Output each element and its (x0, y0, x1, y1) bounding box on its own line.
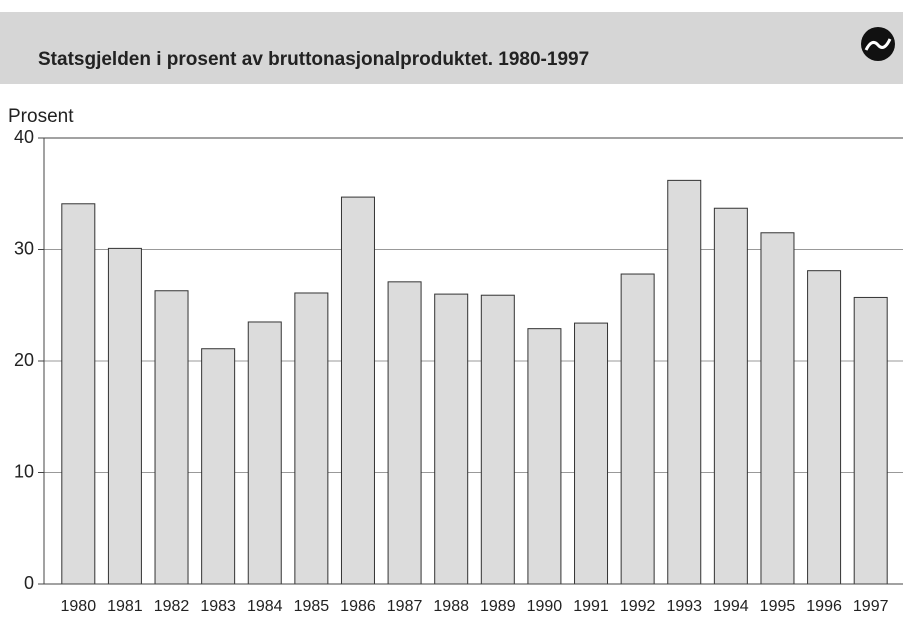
x-tick-label: 1990 (527, 598, 563, 615)
x-tick-label: 1994 (713, 598, 749, 615)
y-axis-label: Prosent (8, 106, 74, 127)
bar (527, 328, 562, 585)
x-tick-label: 1987 (387, 598, 423, 615)
bar (620, 273, 655, 585)
y-tick-label: 10 (14, 461, 34, 481)
bar (480, 294, 515, 585)
bar (574, 322, 609, 585)
logo (861, 27, 895, 61)
bar (294, 292, 329, 585)
bar (434, 293, 469, 585)
x-tick-label: 1991 (573, 598, 609, 615)
bar (760, 232, 795, 585)
y-tick-label: 20 (14, 350, 34, 370)
x-tick-label: 1993 (666, 598, 702, 615)
x-tick-label: 1986 (340, 598, 376, 615)
x-tick-label: 1985 (294, 598, 330, 615)
bar (713, 207, 748, 585)
bar (340, 196, 375, 585)
x-tick-label: 1983 (200, 598, 236, 615)
bar (247, 321, 282, 585)
header-band (0, 12, 903, 84)
bar (201, 348, 236, 585)
x-tick-label: 1989 (480, 598, 516, 615)
chart-title: Statsgjelden i prosent av bruttonasjonal… (38, 49, 589, 70)
x-tick-label: 1992 (620, 598, 656, 615)
x-tick-label: 1980 (61, 598, 97, 615)
x-tick-label: 1996 (806, 598, 842, 615)
bar (853, 296, 888, 585)
y-tick-label: 0 (24, 573, 34, 593)
bar (387, 281, 422, 585)
bar (107, 247, 142, 585)
y-tick-label: 30 (14, 238, 34, 258)
x-tick-label: 1981 (107, 598, 143, 615)
x-tick-label: 1988 (433, 598, 469, 615)
x-tick-label: 1982 (154, 598, 190, 615)
bar (667, 179, 702, 585)
bar (154, 290, 189, 585)
x-tick-label: 1984 (247, 598, 283, 615)
x-tick-label: 1995 (760, 598, 796, 615)
y-tick-label: 40 (14, 127, 34, 147)
x-tick-label: 1997 (853, 598, 889, 615)
bar (61, 203, 96, 585)
bar (807, 270, 842, 585)
